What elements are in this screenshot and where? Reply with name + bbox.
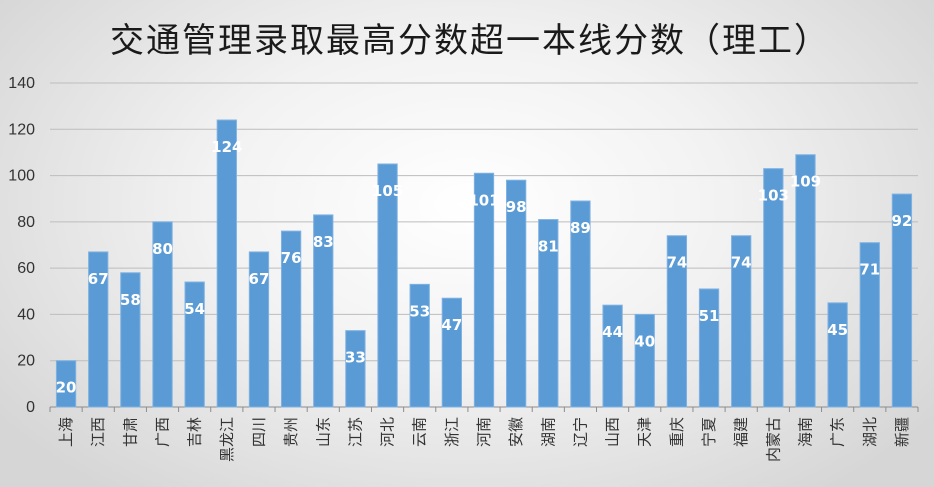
data-label: 47 xyxy=(441,316,462,334)
x-tick-label: 河南 xyxy=(475,417,493,447)
data-label: 71 xyxy=(859,261,880,279)
data-label: 45 xyxy=(827,321,848,339)
bar xyxy=(698,288,720,408)
x-tick-label: 辽宁 xyxy=(571,417,589,447)
x-tick-label: 上海 xyxy=(57,417,75,447)
bar xyxy=(441,297,462,408)
data-label: 81 xyxy=(538,238,559,256)
data-label: 33 xyxy=(345,349,366,367)
data-label: 51 xyxy=(699,307,720,325)
data-label: 103 xyxy=(758,187,789,205)
bar xyxy=(827,302,848,408)
bar xyxy=(795,154,816,408)
data-label: 124 xyxy=(211,138,242,156)
data-label: 74 xyxy=(731,254,752,272)
data-label: 89 xyxy=(570,219,591,237)
bar xyxy=(88,251,109,408)
y-tick-label: 40 xyxy=(17,306,35,323)
x-tick-label: 福建 xyxy=(732,417,750,447)
bar xyxy=(506,179,527,408)
x-tick-label: 四川 xyxy=(250,417,268,447)
x-tick-label: 吉林 xyxy=(186,417,204,447)
x-tick-label: 海南 xyxy=(796,417,814,447)
x-tick-label: 黑龙江 xyxy=(218,417,236,462)
data-label: 98 xyxy=(506,198,527,216)
bar xyxy=(859,242,880,408)
x-tick-label: 江苏 xyxy=(346,417,364,447)
bar xyxy=(248,251,270,408)
x-tick-label: 安徽 xyxy=(507,417,525,447)
chart-title: 交通管理录取最高分数超一本线分数（理工） xyxy=(110,21,830,61)
x-tick-label: 江西 xyxy=(89,417,107,447)
data-label: 58 xyxy=(120,291,141,309)
bar xyxy=(473,172,495,408)
x-tick-label: 山西 xyxy=(604,417,622,447)
x-tick-label: 云南 xyxy=(411,417,429,447)
data-label: 20 xyxy=(56,379,77,397)
data-label: 74 xyxy=(666,254,687,272)
y-tick-label: 120 xyxy=(8,121,35,138)
bar xyxy=(313,214,334,408)
x-tick-label: 内蒙古 xyxy=(764,417,782,462)
bar xyxy=(570,200,591,408)
x-tick-label: 甘肃 xyxy=(121,417,139,447)
bar xyxy=(731,235,752,408)
x-tick-label: 广西 xyxy=(154,417,172,447)
bar xyxy=(538,219,559,408)
bar xyxy=(120,272,141,408)
bar xyxy=(280,230,302,408)
data-label: 40 xyxy=(634,332,655,350)
bar xyxy=(152,221,173,408)
x-tick-label: 广东 xyxy=(829,417,847,447)
data-label: 44 xyxy=(602,323,623,341)
y-tick-label: 140 xyxy=(8,75,35,92)
data-label: 76 xyxy=(281,249,302,267)
data-label: 53 xyxy=(409,302,430,320)
bar xyxy=(602,304,623,408)
x-tick-label: 河北 xyxy=(379,417,397,447)
bar xyxy=(184,281,205,408)
y-tick-label: 20 xyxy=(17,353,35,370)
bar xyxy=(409,283,430,408)
data-label: 54 xyxy=(184,300,205,318)
data-label: 92 xyxy=(891,212,912,230)
bar xyxy=(666,235,688,408)
x-tick-label: 山东 xyxy=(314,417,332,447)
y-tick-label: 0 xyxy=(26,399,35,416)
y-tick-label: 60 xyxy=(17,260,35,277)
x-tick-label: 重庆 xyxy=(668,417,686,447)
x-tick-label: 新疆 xyxy=(893,417,911,447)
x-tick-label: 湖南 xyxy=(539,417,557,447)
bar xyxy=(634,313,655,408)
x-tick-label: 宁夏 xyxy=(700,417,718,447)
x-tick-label: 湖北 xyxy=(861,417,879,447)
bar xyxy=(345,330,366,408)
x-tick-label: 贵州 xyxy=(282,417,300,447)
bar xyxy=(55,360,77,408)
x-tick-label: 浙江 xyxy=(443,417,461,447)
bar xyxy=(216,119,237,408)
bar xyxy=(891,193,913,408)
y-tick-label: 80 xyxy=(17,214,35,231)
data-label: 80 xyxy=(152,240,173,258)
bar xyxy=(377,163,398,408)
data-label: 67 xyxy=(88,270,109,288)
x-tick-label: 天津 xyxy=(636,417,654,447)
data-label: 105 xyxy=(372,182,403,200)
data-label: 109 xyxy=(790,173,821,191)
bar xyxy=(763,168,784,408)
data-label: 67 xyxy=(249,270,270,288)
data-label: 101 xyxy=(468,191,499,209)
y-tick-label: 100 xyxy=(8,168,35,185)
data-label: 83 xyxy=(313,233,334,251)
